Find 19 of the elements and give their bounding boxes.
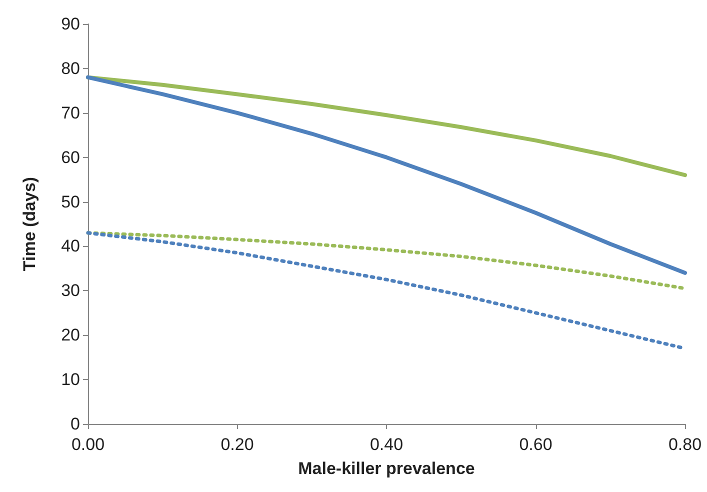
x-tick-label: 0.60 <box>519 435 552 454</box>
line-series <box>86 75 687 178</box>
y-tick-label: 50 <box>61 192 80 212</box>
x-tick-label: 0.20 <box>220 435 254 454</box>
x-axis-title: Male-killer prevalence <box>298 459 475 478</box>
y-tick-label: 70 <box>61 103 80 122</box>
y-tick-label: 60 <box>61 148 80 167</box>
y-tick-label: 90 <box>61 14 80 34</box>
line-series <box>86 75 687 275</box>
y-tick-label: 20 <box>61 326 80 345</box>
y-tick-label: 40 <box>61 236 80 256</box>
y-tick-label: 10 <box>61 370 80 390</box>
y-tick-label: 0 <box>70 414 80 434</box>
x-tick-label: 0.80 <box>668 435 702 454</box>
x-tick-label: 0.40 <box>370 435 404 454</box>
y-tick-label: 30 <box>61 281 80 300</box>
y-tick-label: 80 <box>61 58 80 78</box>
x-tick-label: 0.00 <box>71 435 105 454</box>
y-axis-title: Time (days) <box>20 176 39 272</box>
